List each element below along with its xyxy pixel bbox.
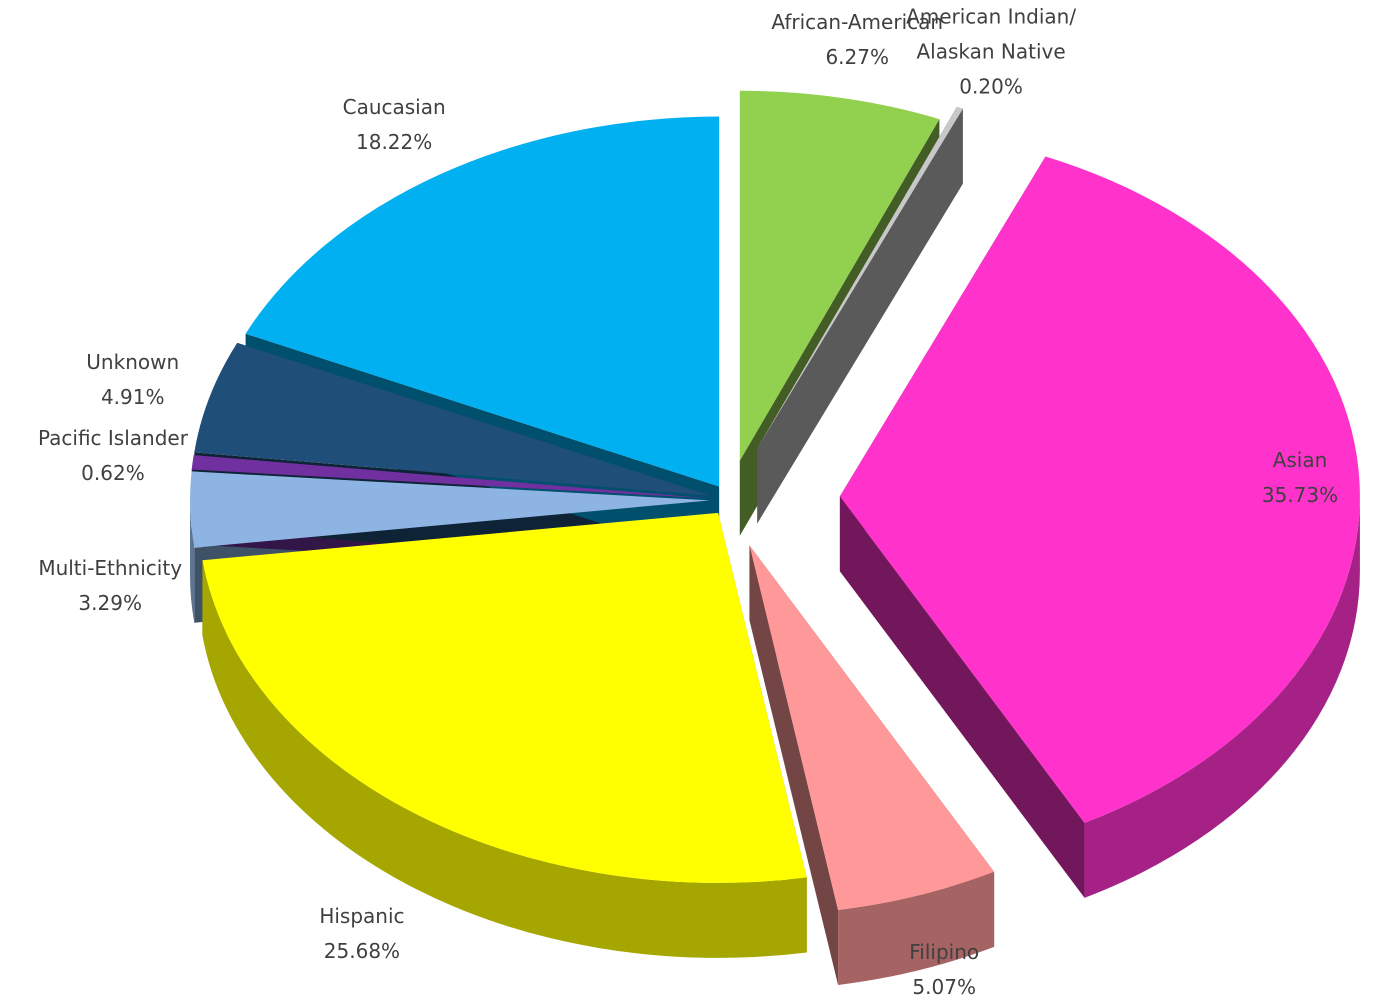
category-name: Unknown [86,350,180,375]
slice-label: Hispanic 25.68% [319,899,404,969]
slice-wall [202,560,807,958]
slice [739,90,940,461]
value-label: 4.91% [100,385,165,410]
slice [757,106,963,449]
slice-label: Pacific Islander 0.62% [38,421,188,491]
slice [202,512,807,883]
category-name: Caucasian [342,95,446,120]
value-label: 6.27% [825,45,889,69]
slice [839,156,1360,823]
value-label: 5.07% [912,975,976,999]
slice-side [757,108,963,524]
category-name: American Indian/ Alaskan Native [906,4,1077,64]
category-name: Multi-Ethnicity [38,556,183,581]
slice-wall [838,871,995,985]
category-name: Filipino [909,940,980,964]
top-faces [190,90,1360,910]
value-label: 0.20% [959,74,1023,99]
value-label: 25.68% [323,938,401,963]
slice-label: Filipino 5.07% [909,935,979,1005]
slice-label: Unknown 4.91% [86,345,179,415]
slice [749,545,995,910]
value-label: 35.73% [1261,483,1339,508]
category-name: African-American [771,10,944,34]
slice [245,116,720,487]
slice-label: American Indian/ Alaskan Native 0.20% [906,0,1076,105]
slice-label: Multi-Ethnicity 3.29% [38,551,182,621]
value-label: 18.22% [356,130,433,155]
slice-side [749,545,839,985]
slice-label: Asian 35.73% [1262,443,1338,513]
value-label: 0.62% [81,461,145,486]
slice-side [839,496,1085,898]
slice-label: Caucasian 18.22% [343,90,446,160]
slice [190,471,711,548]
category-name: Asian [1272,448,1328,473]
slice-wall [190,500,195,623]
slice [194,342,711,496]
value-label: 3.29% [78,591,142,616]
slice-wall [1084,496,1360,898]
slice [191,455,711,499]
category-name: Pacific Islander [37,426,188,451]
slice-label: African-American 6.27% [771,5,943,75]
category-name: Hispanic [319,903,405,928]
outer-walls [190,496,1360,985]
